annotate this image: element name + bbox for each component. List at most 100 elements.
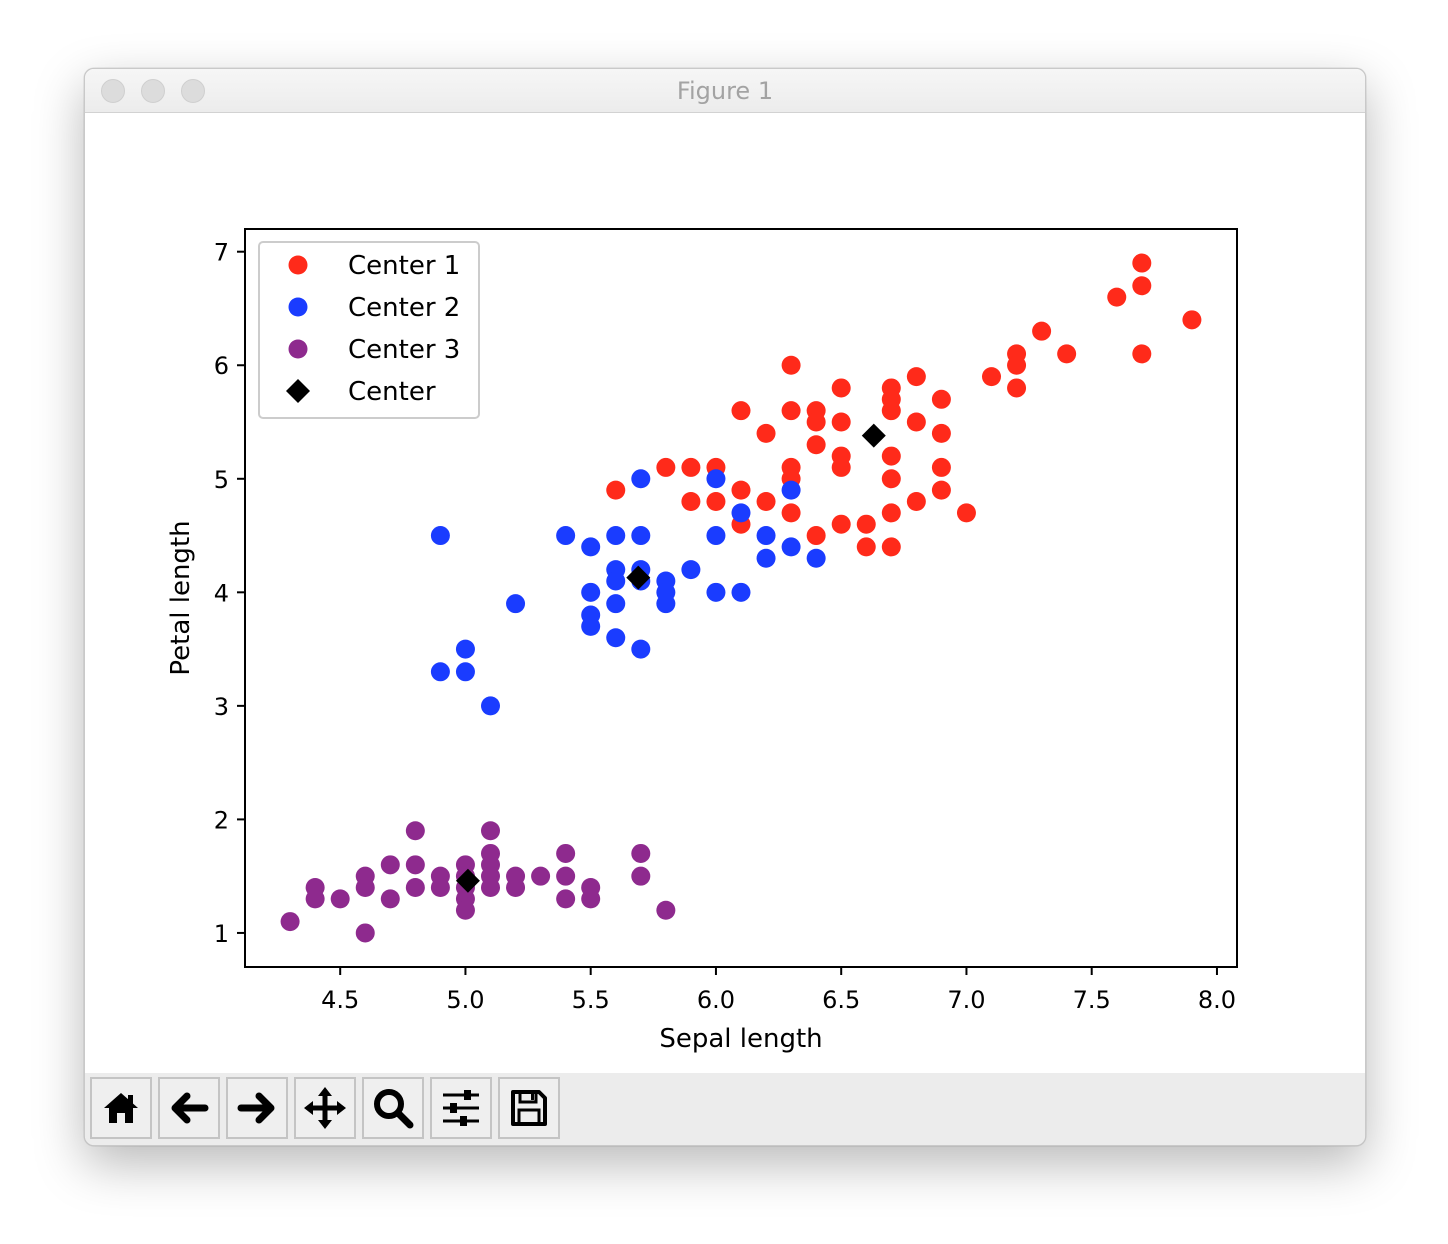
center-3-point (656, 900, 676, 920)
legend-label-center: Center (348, 377, 436, 407)
center-3-point (380, 889, 400, 909)
x-tick-label: 5.0 (446, 986, 484, 1014)
center-1-point (1007, 355, 1027, 375)
center-2-point (581, 616, 601, 636)
center-1-point (1007, 378, 1027, 398)
legend-marker-center-3 (288, 339, 308, 359)
x-axis-label: Sepal length (659, 1024, 822, 1054)
center-1-point (881, 469, 901, 489)
legend-label-center-1: Center 1 (348, 251, 460, 281)
title-bar: Figure 1 (85, 69, 1365, 113)
center-3-point (631, 866, 651, 886)
save-icon (511, 1090, 547, 1126)
center-1-point (1182, 310, 1202, 330)
y-axis-label: Petal length (166, 520, 196, 675)
navigation-toolbar (85, 1073, 1365, 1145)
center-2-point (631, 639, 651, 659)
figure-canvas[interactable]: 4.5 5.0 5.5 6.0 6.5 7.0 7.5 8.0 1 2 3 4 5 6 7 Sepal le… (85, 113, 1365, 1073)
center-1-point (806, 526, 826, 546)
center-2-point (706, 526, 726, 546)
center-1-point (681, 457, 701, 477)
center-2-point (455, 639, 475, 659)
x-tick-label: 7.5 (1073, 986, 1111, 1014)
center-1-point (982, 367, 1002, 387)
center-1-point (656, 457, 676, 477)
x-tick-label: 6.0 (697, 986, 735, 1014)
center-1-point (931, 423, 951, 443)
minimize-window-button[interactable] (141, 79, 165, 103)
center-1-point (856, 514, 876, 534)
center-3-point (556, 866, 576, 886)
center-1-point (731, 480, 751, 500)
center-2-point (631, 469, 651, 489)
legend-marker-center-1 (288, 255, 308, 275)
y-tick-label: 3 (214, 693, 229, 721)
center-3-point (430, 878, 450, 898)
center-1-point (781, 355, 801, 375)
configure-subplots-button[interactable] (430, 1077, 492, 1139)
legend-marker-center (286, 379, 310, 403)
legend: Center 1 Center 2 Center 3 Center (258, 241, 480, 419)
center-3-point (305, 889, 325, 909)
center-1-point (906, 367, 926, 387)
center-2-point (480, 696, 500, 716)
center-2-point (756, 548, 776, 568)
center-1-point (881, 446, 901, 466)
center-point (626, 565, 651, 590)
home-button[interactable] (90, 1077, 152, 1139)
center-1-point (881, 503, 901, 523)
center-3-point (480, 821, 500, 841)
center-1-point (831, 378, 851, 398)
center-3-point (506, 878, 526, 898)
center-1-point (1132, 344, 1152, 364)
center-3-point (405, 821, 425, 841)
center-1-point (906, 412, 926, 432)
center-1-point (856, 537, 876, 557)
close-window-button[interactable] (101, 79, 125, 103)
center-1-point (806, 435, 826, 455)
center-point (455, 868, 480, 893)
center-2-point (581, 582, 601, 602)
center-2-point (606, 594, 626, 614)
window-title: Figure 1 (676, 77, 774, 105)
back-button[interactable] (158, 1077, 220, 1139)
center-3-point (455, 900, 475, 920)
center-2-point (606, 628, 626, 648)
center-2-point (606, 571, 626, 591)
center-1-point (731, 401, 751, 421)
center-2-point (430, 662, 450, 682)
center-2-point (455, 662, 475, 682)
y-tick-label: 6 (214, 352, 229, 380)
center-3-point (355, 923, 375, 943)
center-2-point (706, 469, 726, 489)
y-tick-label: 4 (214, 579, 229, 607)
pan-icon (304, 1087, 346, 1129)
center-2-point (656, 594, 676, 614)
center-1-point (956, 503, 976, 523)
center-2-point (756, 526, 776, 546)
y-tick-label: 1 (214, 920, 229, 948)
legend-marker-center-2 (288, 297, 308, 317)
center-1-point (781, 401, 801, 421)
center-1-point (1132, 253, 1152, 273)
center-2-point (731, 582, 751, 602)
center-1-point (831, 514, 851, 534)
center-1-point (931, 457, 951, 477)
zoom-button[interactable] (362, 1077, 424, 1139)
sliders-icon (443, 1090, 479, 1126)
y-tick-label: 5 (214, 466, 229, 494)
forward-button[interactable] (226, 1077, 288, 1139)
center-1-point (1057, 344, 1077, 364)
center-2-point (581, 537, 601, 557)
center-1-point (831, 457, 851, 477)
center-1-point (881, 401, 901, 421)
pan-button[interactable] (294, 1077, 356, 1139)
zoom-window-button[interactable] (181, 79, 205, 103)
center-1-point (706, 491, 726, 511)
figure-window: Figure 1 4.5 5.0 5.5 6.0 6.5 7.0 7.5 8.0 1 2 3 4 5 6 7… (84, 68, 1366, 1146)
legend-label-center-3: Center 3 (348, 335, 460, 365)
center-3-point (280, 912, 300, 932)
save-button[interactable] (498, 1077, 560, 1139)
center-2-point (731, 503, 751, 523)
center-1-point (806, 412, 826, 432)
